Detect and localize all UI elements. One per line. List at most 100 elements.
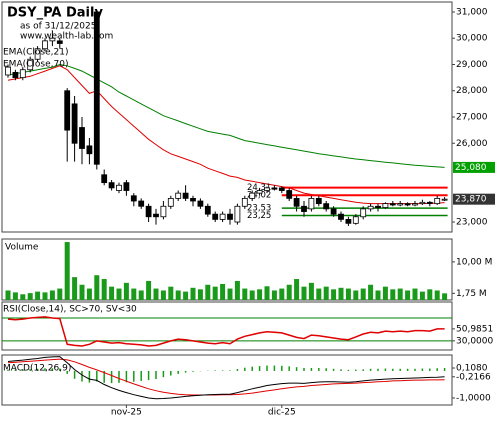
candle-body: [442, 199, 447, 200]
volume-bar: [87, 289, 92, 300]
macd-panel: [2, 355, 452, 405]
y-tick-label: 26,000: [456, 139, 488, 149]
macd-histogram: [348, 370, 350, 371]
volume-bar: [235, 281, 240, 300]
volume-bar: [20, 294, 25, 300]
candle-body: [398, 204, 403, 205]
volume-bar: [176, 290, 181, 300]
volume-bar: [80, 285, 85, 300]
macd-histogram: [170, 371, 172, 376]
candle-body: [383, 204, 388, 208]
candle-body: [80, 128, 85, 149]
macd-signal: [8, 359, 445, 395]
volume-bar: [368, 285, 373, 300]
candle-body: [124, 183, 129, 191]
macd-histogram: [325, 368, 327, 371]
candle-body: [220, 214, 225, 219]
last-value-label: 25,080: [455, 163, 487, 173]
volume-bar: [131, 289, 136, 300]
candle-body: [154, 214, 159, 217]
volume-bar: [324, 287, 329, 300]
macd-histogram: [407, 369, 409, 371]
y-tick-label: 29,000: [456, 60, 488, 70]
y-tick-label: 28,000: [456, 86, 488, 96]
macd-histogram: [333, 369, 335, 371]
volume-bar: [168, 287, 173, 300]
y-tick-label: 50,9851: [456, 324, 493, 334]
legend-entry: EMA(Close,70): [3, 60, 68, 70]
macd-histogram: [155, 371, 157, 379]
volume-bar: [420, 292, 425, 300]
macd-histogram: [444, 368, 446, 371]
rsi-line: [8, 317, 445, 346]
volume-bar: [361, 289, 366, 300]
macd-histogram: [148, 371, 150, 380]
macd-histogram: [89, 371, 91, 383]
candle-body: [257, 191, 262, 194]
candle-body: [427, 202, 432, 203]
macd-histogram: [133, 371, 135, 382]
level-label: 23,25: [247, 211, 271, 221]
volume-bar: [413, 289, 418, 300]
watermark: www.wealth-lab.com: [20, 32, 113, 42]
macd-histogram: [214, 370, 216, 371]
candle-body: [205, 206, 210, 214]
candle-body: [131, 196, 136, 201]
candle-body: [390, 204, 395, 205]
candle-body: [191, 198, 196, 201]
macd-histogram: [259, 366, 261, 371]
volume-bar: [302, 287, 307, 300]
volume-bar: [146, 281, 151, 300]
volume-bar: [442, 293, 447, 300]
macd-histogram: [370, 369, 372, 371]
subtitle: as of 31/12/2025: [20, 22, 96, 32]
y-tick-label: -1,0000: [456, 393, 491, 403]
macd-histogram: [266, 366, 268, 371]
candle-body: [146, 206, 151, 217]
volume-bar: [191, 288, 196, 300]
candle-body: [287, 191, 292, 199]
macd-histogram: [355, 370, 357, 371]
candle-body: [405, 204, 410, 205]
candle-body: [242, 198, 247, 206]
volume-bar: [205, 285, 210, 300]
macd-histogram: [237, 369, 239, 371]
volume-bar: [242, 289, 247, 300]
volume-bar: [102, 279, 107, 300]
macd-histogram: [222, 370, 224, 371]
volume-bar: [257, 289, 262, 300]
candle-body: [228, 214, 233, 219]
volume-bar: [117, 289, 122, 300]
x-tick-label: dic-25: [268, 408, 296, 418]
candle-body: [198, 201, 203, 206]
chart-title: DSY_PA Daily: [7, 6, 103, 21]
y-tick-label: 10,00 M: [456, 257, 492, 267]
macd-histogram: [281, 366, 283, 371]
candle-body: [331, 209, 336, 214]
volume-bar: [43, 292, 48, 300]
y-tick-label: -0,2166: [456, 372, 491, 382]
volume-bar: [50, 290, 55, 300]
macd-histogram: [288, 366, 290, 371]
candle-body: [13, 72, 18, 77]
macd-histogram: [244, 368, 246, 371]
candle-body: [65, 91, 70, 130]
candle-body: [265, 188, 270, 191]
legend-entry: EMA(Close,21): [3, 48, 68, 58]
candle-body: [339, 214, 344, 219]
panel-label: RSI(Close,14), SC>70, SV<30: [3, 305, 137, 315]
volume-bar: [250, 290, 255, 300]
candle-body: [376, 206, 381, 207]
volume-bar: [383, 287, 388, 300]
y-tick-label: 30,000: [456, 34, 488, 44]
macd-histogram: [318, 368, 320, 371]
macd-histogram: [251, 367, 253, 371]
macd-histogram: [177, 371, 179, 374]
candle-body: [168, 198, 173, 206]
volume-bar: [390, 289, 395, 300]
volume-bar: [376, 290, 381, 300]
macd-histogram: [377, 369, 379, 371]
volume-bar: [94, 275, 99, 300]
